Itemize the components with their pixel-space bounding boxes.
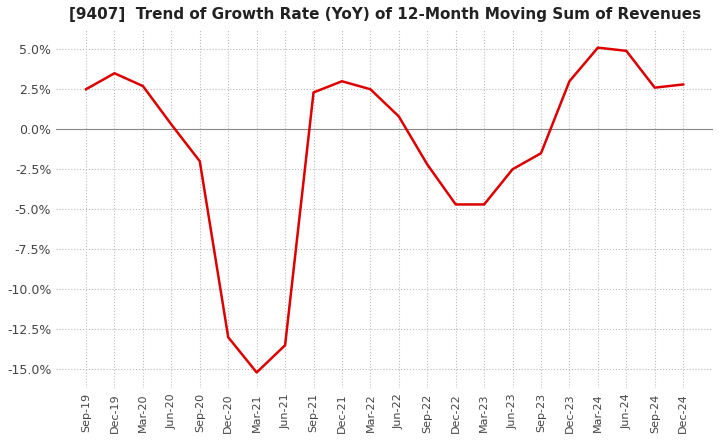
Title: [9407]  Trend of Growth Rate (YoY) of 12-Month Moving Sum of Revenues: [9407] Trend of Growth Rate (YoY) of 12-… [68,7,701,22]
